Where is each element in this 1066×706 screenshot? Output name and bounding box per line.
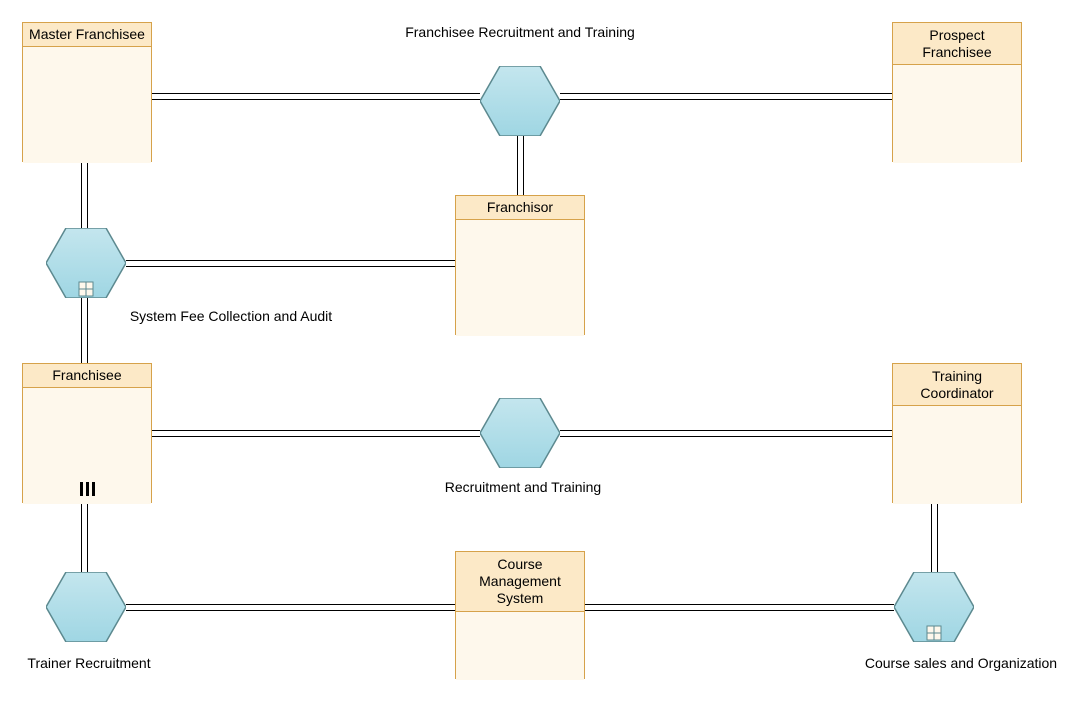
hex-label: Trainer Recruitment xyxy=(14,655,164,671)
pool-franchisee: Franchisee xyxy=(22,363,152,503)
conversation-hex-recruitment-training xyxy=(480,398,560,468)
connection-line xyxy=(931,503,932,572)
connection-line xyxy=(87,503,88,572)
pool-title-line: Course xyxy=(497,556,542,572)
connection-line xyxy=(81,298,82,363)
pool-master-franchisee: Master Franchisee xyxy=(22,22,152,162)
pool-title-line: Coordinator xyxy=(920,385,993,401)
pool-title: Master Franchisee xyxy=(29,26,145,43)
connection-line xyxy=(126,266,455,267)
pool-title-line: Prospect xyxy=(929,27,984,43)
connection-line xyxy=(152,93,480,94)
connection-line xyxy=(517,136,518,195)
pool-prospect-franchisee: ProspectFranchisee xyxy=(892,22,1022,162)
pool-header: Master Franchisee xyxy=(23,23,151,47)
pool-body xyxy=(893,406,1021,504)
pool-body xyxy=(456,220,584,336)
pool-body xyxy=(23,47,151,163)
pool-header: TrainingCoordinator xyxy=(893,364,1021,406)
pool-header: CourseManagementSystem xyxy=(456,552,584,612)
connection-line xyxy=(937,503,938,572)
hex-label: Franchisee Recruitment and Training xyxy=(390,24,650,40)
connection-line xyxy=(523,136,524,195)
connection-line xyxy=(560,99,892,100)
connection-line xyxy=(585,604,894,605)
connection-line xyxy=(152,430,480,431)
hex-label: System Fee Collection and Audit xyxy=(116,308,346,324)
pool-title-line: Management xyxy=(479,573,561,589)
connection-line xyxy=(560,430,892,431)
connection-line xyxy=(87,298,88,363)
connection-line xyxy=(126,604,455,605)
pool-title: Franchisor xyxy=(487,199,553,216)
conversation-hex-course-sales xyxy=(894,572,974,642)
connection-line xyxy=(87,162,88,228)
connection-line xyxy=(126,260,455,261)
connection-line xyxy=(560,436,892,437)
pool-header: Franchisor xyxy=(456,196,584,220)
connection-line xyxy=(126,610,455,611)
pool-title-line: Franchisee xyxy=(922,44,991,60)
pool-header: ProspectFranchisee xyxy=(893,23,1021,65)
conversation-hex-recruit-training-top xyxy=(480,66,560,136)
pool-body xyxy=(456,612,584,680)
hex-label: Course sales and Organization xyxy=(856,655,1066,671)
connection-line xyxy=(560,93,892,94)
connection-line xyxy=(81,503,82,572)
conversation-hex-trainer-recruitment xyxy=(46,572,126,642)
diagram-canvas: Master FranchiseeProspectFranchiseeFranc… xyxy=(0,0,1066,706)
pool-body xyxy=(893,65,1021,163)
pool-title-line: Training xyxy=(932,368,982,384)
hex-label: Recruitment and Training xyxy=(433,479,613,495)
pool-franchisor: Franchisor xyxy=(455,195,585,335)
pool-course-mgmt: CourseManagementSystem xyxy=(455,551,585,679)
pool-training-coordinator: TrainingCoordinator xyxy=(892,363,1022,503)
pool-title: Franchisee xyxy=(52,367,121,384)
connection-line xyxy=(81,162,82,228)
conversation-hex-system-fee xyxy=(46,228,126,298)
connection-line xyxy=(585,610,894,611)
multi-instance-marker-icon xyxy=(80,482,95,496)
connection-line xyxy=(152,436,480,437)
pool-title-line: System xyxy=(497,590,544,606)
pool-body xyxy=(23,388,151,504)
connection-line xyxy=(152,99,480,100)
pool-header: Franchisee xyxy=(23,364,151,388)
